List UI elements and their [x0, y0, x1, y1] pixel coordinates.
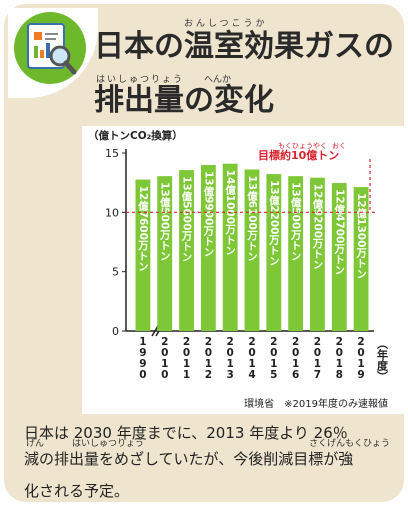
- x-tick-label: 1: [336, 358, 343, 370]
- x-tick-label: 0: [205, 347, 212, 359]
- x-tick-label: 0: [270, 347, 277, 359]
- report-icon: [14, 12, 86, 84]
- x-tick-label: 2: [357, 336, 364, 348]
- caption-line1: 日本は 2030 年度までに、2013 年度より 26％: [24, 424, 348, 442]
- bar-data-label: 13億9900万トン: [202, 171, 214, 257]
- x-tick-label: 2: [336, 336, 343, 348]
- x-tick-label: 2: [314, 336, 321, 348]
- x-tick-label: 8: [336, 369, 343, 381]
- x-tick-label: 5: [270, 369, 277, 381]
- bar: [353, 187, 369, 331]
- x-tick-label: 9: [139, 347, 146, 359]
- x-tick-label: 2: [161, 336, 168, 348]
- bar-data-label: 12億1300万トン: [355, 193, 367, 279]
- bar-data-label: 12億7600万トン: [137, 186, 149, 272]
- x-tick-label: 2: [183, 336, 190, 348]
- bar-data-label: 13億500万トン: [159, 182, 171, 261]
- y-tick-label: 5: [112, 266, 119, 279]
- x-tick-label: 1: [183, 369, 190, 381]
- page-title-line1: 日本の温室効果ガスの: [94, 29, 394, 64]
- x-tick-label: 0: [183, 347, 190, 359]
- x-tick-label: 2: [248, 336, 255, 348]
- x-tick-label: 1: [270, 358, 277, 370]
- bar-data-label: 13億6100万トン: [246, 175, 258, 261]
- page-title-line2: 排出量の変化: [94, 83, 274, 118]
- target-ruby-mokuhyouyaku: もくひょうやく: [278, 142, 327, 150]
- bar: [310, 177, 325, 331]
- x-tick-label: 0: [139, 369, 146, 381]
- y-tick-label: 0: [112, 325, 119, 338]
- bar-data-label: 12億4700万トン: [333, 189, 345, 275]
- caption-line3: 化される予定。: [24, 482, 130, 500]
- x-tick-label: 2: [227, 336, 234, 348]
- emissions-bar-chart: （億トンCO₂換算） （年度） 環境省 ※2019年度のみ速報値 0510151…: [88, 129, 390, 410]
- bar: [244, 169, 260, 331]
- bar-data-label: 12億9200万トン: [311, 184, 323, 270]
- bar: [200, 164, 216, 331]
- x-tick-label: 2: [292, 336, 299, 348]
- x-tick-label: 4: [248, 369, 255, 381]
- report-icon-art: [27, 23, 77, 75]
- bar: [135, 179, 151, 331]
- bar: [222, 163, 238, 331]
- target-label: 目標約10億トン: [258, 148, 339, 162]
- x-tick-label: 0: [336, 347, 343, 359]
- x-tick-label: 0: [292, 347, 299, 359]
- ruby-henka: へんか: [204, 75, 232, 85]
- caption-line2: 減の排出量をめざしていたが、今後削減目標が強: [24, 450, 354, 468]
- bar-data-label: 13億2200万トン: [268, 180, 280, 266]
- x-tick-label: 3: [227, 369, 234, 381]
- x-tick-label: 1: [183, 358, 190, 370]
- bar: [331, 183, 347, 331]
- x-tick-label: 0: [227, 347, 234, 359]
- bar-data-label: 13億500万トン: [290, 182, 302, 261]
- infographic-card: おんしつこうか 日本の温室効果ガスの はいしゅつりょう へんか 排出量の変化 （…: [4, 4, 404, 502]
- source-note: 環境省 ※2019年度のみ速報値: [244, 397, 388, 410]
- ruby-haishutsuryou-caption: はいしゅつりょう: [72, 439, 145, 449]
- target-ruby-oku: おく: [332, 142, 346, 150]
- bar: [288, 176, 304, 331]
- ruby-haishutsuryou: はいしゅつりょう: [96, 75, 185, 85]
- x-tick-label: 0: [161, 369, 168, 381]
- ruby-gen: げん: [26, 439, 45, 449]
- x-tick-label: 0: [314, 347, 321, 359]
- x-tick-label: 1: [139, 336, 146, 348]
- bar: [157, 176, 173, 331]
- x-tick-label: 1: [248, 358, 255, 370]
- ruby-sakugenmokuhyou: さくげんもくひょう: [309, 439, 391, 449]
- x-tick-label: 1: [205, 358, 212, 370]
- x-tick-label: 0: [248, 347, 255, 359]
- x-tick-label: 1: [314, 358, 321, 370]
- x-tick-label: 1: [357, 358, 364, 370]
- bar: [179, 170, 194, 331]
- x-tick-label: 2: [205, 336, 212, 348]
- y-tick-label: 15: [105, 147, 119, 160]
- x-tick-label: 1: [161, 358, 168, 370]
- y-axis-label: （億トンCO₂換算）: [88, 129, 183, 142]
- x-tick-label: 0: [357, 347, 364, 359]
- y-tick-label: 10: [105, 206, 119, 219]
- bar: [266, 174, 282, 331]
- x-tick-label: 0: [161, 347, 168, 359]
- x-tick-label: 9: [139, 358, 146, 370]
- x-tick-label: 1: [227, 358, 234, 370]
- x-tick-label: 2: [205, 369, 212, 381]
- x-tick-label: 2: [270, 336, 277, 348]
- x-axis-label: （年度）: [376, 338, 390, 382]
- ruby-onshitsukouka: おんしつこうか: [184, 19, 268, 29]
- x-tick-label: 6: [292, 369, 299, 381]
- chart-panel: （億トンCO₂換算） （年度） 環境省 ※2019年度のみ速報値 0 5 10 15 1…: [82, 126, 404, 414]
- x-tick-label: 1: [292, 358, 299, 370]
- x-tick-label: 7: [314, 369, 321, 381]
- bar-data-label: 13億5600万トン: [181, 176, 193, 262]
- x-tick-label: 9: [357, 369, 364, 381]
